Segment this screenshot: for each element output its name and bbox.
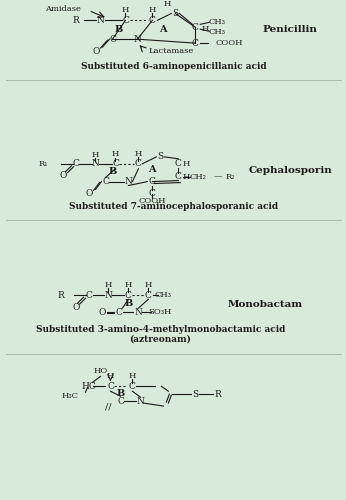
Text: N: N [125, 177, 133, 186]
Text: O: O [93, 46, 100, 56]
Text: (aztreonam): (aztreonam) [129, 334, 191, 344]
Text: R₁: R₁ [38, 160, 48, 168]
Text: C: C [135, 160, 142, 168]
Text: C: C [112, 160, 119, 168]
Text: H: H [149, 6, 156, 14]
Text: N: N [134, 34, 142, 43]
Text: COOH: COOH [139, 198, 166, 205]
Text: Monobactam: Monobactam [228, 300, 303, 308]
Text: H₃C: H₃C [62, 392, 79, 400]
Text: Substituted 6-aminopenicillanic acid: Substituted 6-aminopenicillanic acid [81, 62, 266, 72]
Text: //: // [105, 402, 112, 411]
Text: C: C [85, 291, 92, 300]
Text: O: O [99, 308, 106, 316]
Text: A: A [148, 165, 156, 174]
Text: H: H [122, 6, 129, 14]
Text: C: C [115, 308, 122, 316]
Text: C: C [107, 382, 114, 391]
Text: S: S [192, 390, 198, 398]
Text: C: C [72, 160, 79, 168]
Text: SO₃H: SO₃H [149, 308, 172, 316]
Text: B: B [108, 167, 117, 176]
Text: COOH: COOH [215, 39, 243, 47]
Text: H: H [105, 282, 112, 290]
Text: —: — [214, 172, 222, 180]
Text: Penicillin: Penicillin [263, 25, 318, 34]
Text: H: H [135, 150, 142, 158]
Text: B: B [114, 25, 122, 34]
Text: CH₂: CH₂ [190, 172, 207, 180]
Text: HC: HC [81, 382, 96, 391]
Text: A: A [160, 25, 167, 34]
Text: O: O [60, 171, 67, 180]
Text: B: B [124, 298, 133, 308]
Text: CH₃: CH₃ [209, 28, 226, 36]
Text: H: H [129, 372, 136, 380]
Text: N: N [104, 291, 112, 300]
Text: H: H [145, 282, 152, 290]
Text: H: H [107, 372, 114, 380]
Text: H: H [183, 160, 190, 168]
Text: C: C [122, 16, 129, 25]
Text: Amidase: Amidase [45, 4, 81, 12]
Text: C: C [175, 172, 182, 181]
Text: C: C [145, 291, 152, 300]
Text: S: S [172, 9, 179, 18]
Text: C: C [149, 16, 156, 25]
Text: C: C [102, 177, 109, 186]
Text: Lactamase: Lactamase [148, 47, 194, 55]
Text: C: C [192, 23, 199, 32]
Text: N: N [97, 16, 104, 25]
Text: B: B [116, 388, 125, 398]
Text: H: H [164, 0, 171, 8]
Text: C: C [109, 34, 116, 43]
Text: N: N [92, 160, 99, 168]
Text: H: H [92, 151, 99, 159]
Text: R₂: R₂ [226, 172, 235, 180]
Text: C: C [149, 177, 156, 186]
Text: N: N [136, 396, 144, 406]
Text: C: C [125, 291, 132, 300]
Text: CH₃: CH₃ [209, 18, 226, 26]
Text: C: C [129, 382, 136, 391]
Text: C: C [149, 189, 156, 198]
Text: H: H [202, 26, 209, 34]
Text: C: C [117, 396, 124, 406]
Text: R: R [72, 16, 79, 25]
Text: O: O [73, 302, 80, 312]
Text: Substituted 7-aminocephalosporanic acid: Substituted 7-aminocephalosporanic acid [69, 202, 278, 211]
Text: O: O [86, 189, 93, 198]
Text: N: N [135, 308, 142, 316]
Text: CH₃: CH₃ [155, 292, 172, 300]
Text: Cephalosporin: Cephalosporin [248, 166, 332, 175]
Text: S: S [157, 152, 163, 162]
Text: H: H [112, 150, 119, 158]
Text: R: R [215, 390, 222, 398]
Text: H: H [125, 282, 132, 290]
Text: R: R [58, 291, 65, 300]
Text: HO: HO [93, 368, 108, 376]
Text: C: C [175, 160, 182, 168]
Text: H: H [183, 172, 190, 180]
Text: C: C [192, 38, 199, 48]
Text: Substituted 3-amino-4-methylmonobactamic acid: Substituted 3-amino-4-methylmonobactamic… [36, 326, 285, 334]
